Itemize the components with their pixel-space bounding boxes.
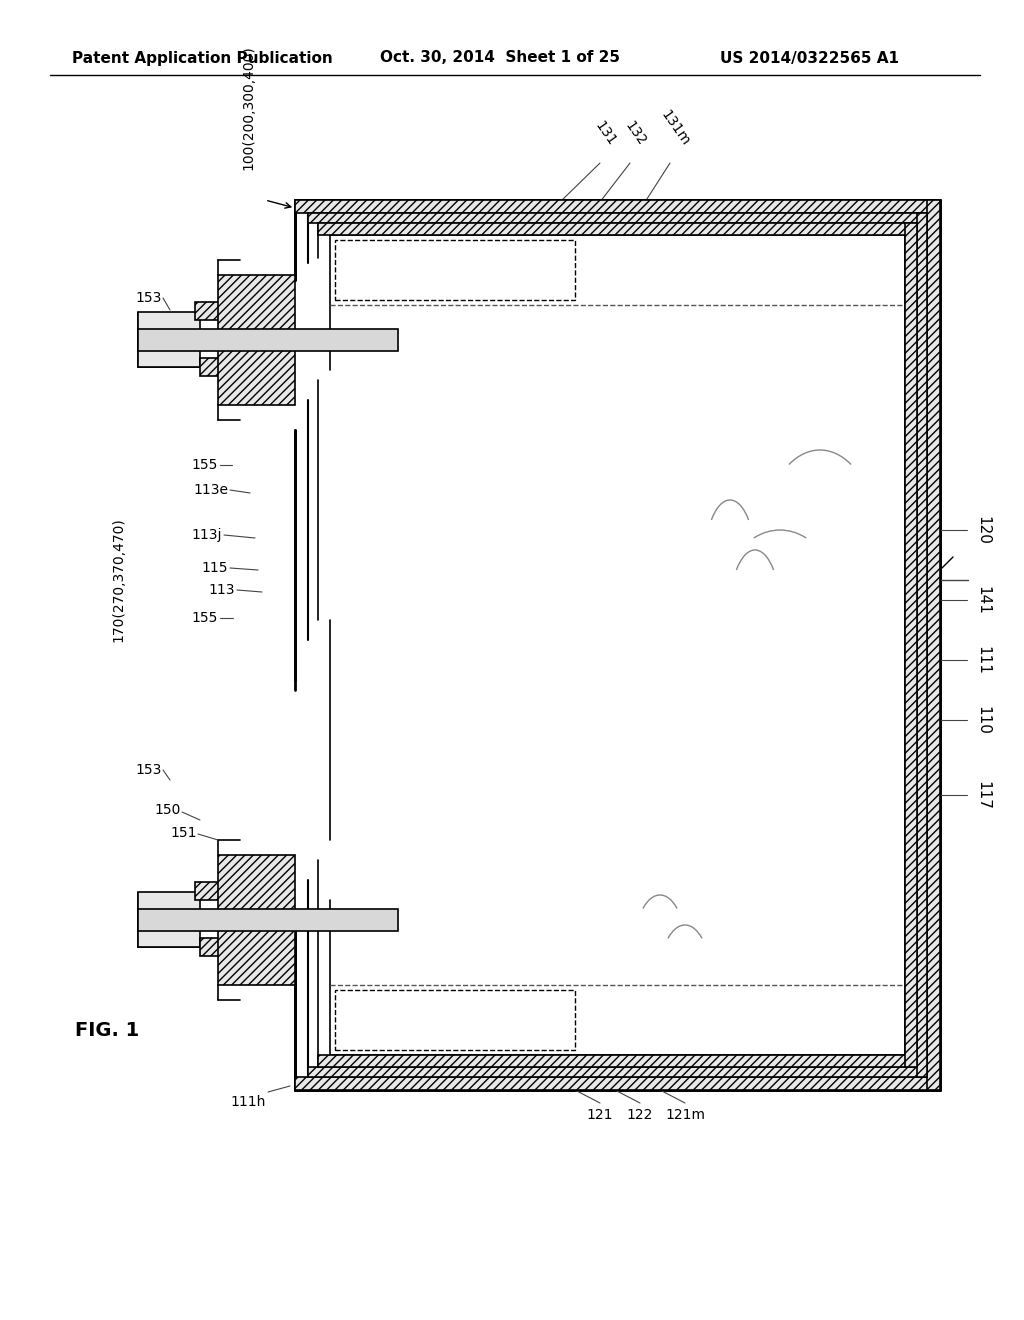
Text: 155: 155	[191, 611, 218, 624]
Bar	[330, 235, 905, 1055]
Bar	[195, 330, 217, 350]
Text: 113e: 113e	[193, 483, 228, 498]
Text: 131: 131	[592, 119, 618, 148]
Bar	[195, 909, 217, 931]
Text: 131m: 131m	[657, 107, 692, 148]
Text: 121m: 121m	[665, 1107, 705, 1122]
Text: 100(200,300,400): 100(200,300,400)	[241, 45, 255, 170]
Bar	[138, 892, 200, 946]
Text: 117: 117	[975, 780, 990, 809]
Text: 141: 141	[975, 586, 990, 614]
Text: 115: 115	[202, 561, 228, 576]
Text: US 2014/0322565 A1: US 2014/0322565 A1	[720, 50, 899, 66]
Text: 111: 111	[975, 645, 990, 675]
Text: 151: 151	[171, 826, 197, 840]
Text: 121: 121	[587, 1107, 613, 1122]
Text: 122: 122	[627, 1107, 653, 1122]
Text: 132: 132	[622, 119, 648, 148]
Text: 170(270,370,470): 170(270,370,470)	[111, 517, 125, 643]
Text: Oct. 30, 2014  Sheet 1 of 25: Oct. 30, 2014 Sheet 1 of 25	[380, 50, 620, 66]
Text: 110: 110	[975, 706, 990, 734]
Text: 153: 153	[135, 763, 162, 777]
Bar	[295, 201, 940, 213]
Bar	[200, 358, 250, 376]
Bar	[195, 882, 250, 900]
Bar	[218, 275, 295, 405]
Bar	[308, 1067, 927, 1077]
Bar	[195, 302, 250, 319]
Bar	[200, 939, 250, 956]
Text: 151: 151	[171, 337, 197, 350]
Bar	[138, 312, 200, 367]
Text: FIG. 1: FIG. 1	[75, 1020, 139, 1040]
Text: 155: 155	[191, 458, 218, 473]
Bar	[905, 223, 918, 1067]
Text: 120: 120	[975, 516, 990, 544]
Bar	[295, 1077, 940, 1090]
Bar	[138, 329, 398, 351]
Bar	[330, 235, 905, 1055]
Text: 113: 113	[209, 583, 234, 597]
Bar	[318, 1055, 918, 1067]
Text: 153: 153	[135, 290, 162, 305]
Text: 111h: 111h	[230, 1096, 265, 1109]
Bar	[927, 201, 940, 1090]
Bar	[138, 909, 398, 931]
Bar	[218, 855, 295, 985]
Bar	[918, 213, 927, 1077]
Bar	[335, 240, 575, 300]
Text: 113j: 113j	[191, 528, 222, 543]
Text: 160: 160	[159, 315, 185, 329]
Text: Patent Application Publication: Patent Application Publication	[72, 50, 333, 66]
Bar	[318, 223, 918, 235]
Bar	[308, 213, 927, 223]
Bar	[335, 990, 575, 1049]
Text: 150: 150	[155, 803, 181, 817]
